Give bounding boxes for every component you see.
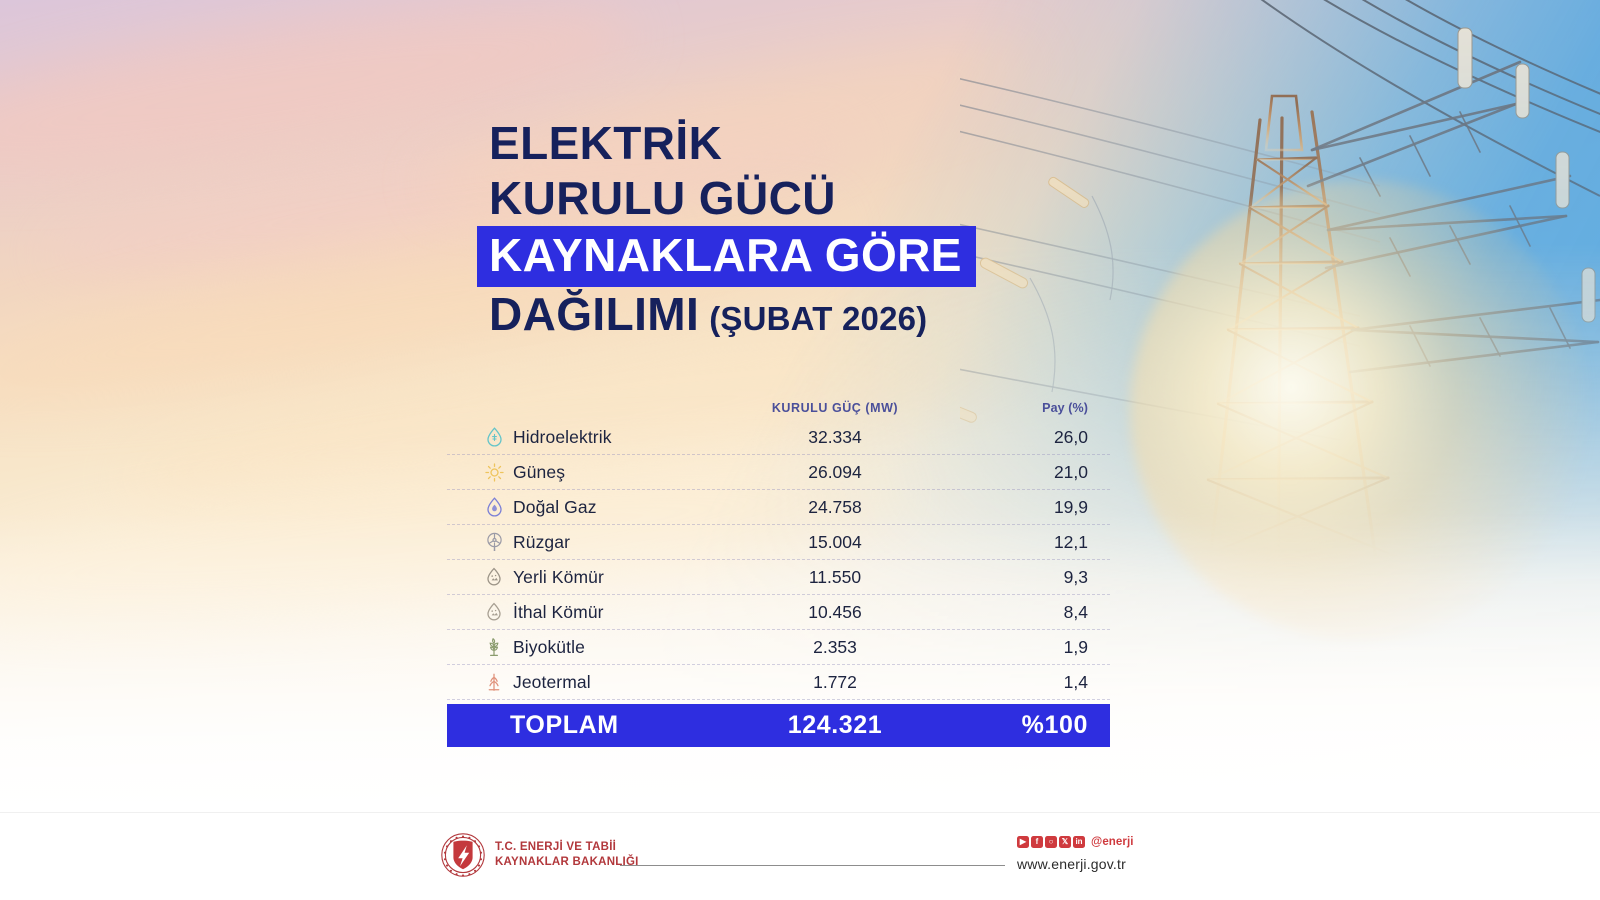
cell-source: Hidroelektrik <box>484 426 719 448</box>
ministry-line-1: T.C. ENERJİ VE TABİİ <box>495 841 617 853</box>
source-name: Jeotermal <box>513 671 591 692</box>
table-row[interactable]: İthal Kömür 10.456 8,4 <box>447 595 1110 630</box>
cell-power: 26.094 <box>808 461 862 482</box>
source-name: Rüzgar <box>513 531 571 552</box>
facebook-icon[interactable]: f <box>1031 836 1043 848</box>
cell-share: 21,0 <box>1053 461 1088 482</box>
gas-flame-icon <box>484 496 504 518</box>
youtube-icon[interactable]: ▶ <box>1017 836 1029 848</box>
cell-source: Jeotermal <box>484 671 719 693</box>
cell-power: 32.334 <box>808 426 862 447</box>
table-row[interactable]: Hidroelektrik 32.334 26,0 <box>447 420 1110 455</box>
cell-share: 1,4 <box>1063 671 1088 692</box>
title-line-2: KURULU GÜCÜ <box>489 172 836 224</box>
ministry-seal-icon <box>441 833 485 877</box>
cell-power: 24.758 <box>808 496 862 517</box>
cell-source: İthal Kömür <box>484 601 719 623</box>
title-line-1: ELEKTRİK <box>489 117 723 169</box>
cell-share: 8,4 <box>1063 601 1088 622</box>
cell-source: Biyokütle <box>484 636 719 658</box>
ministry-line-2: KAYNAKLAR BAKANLIĞI <box>495 856 639 868</box>
cell-source: Rüzgar <box>484 531 719 553</box>
table-row[interactable]: Güneş 26.094 21,0 <box>447 455 1110 490</box>
instagram-icon[interactable]: ○ <box>1045 836 1057 848</box>
sun-icon <box>484 461 504 483</box>
source-name: Biyokütle <box>513 636 585 657</box>
coal-icon <box>484 601 504 623</box>
footer: T.C. ENERJİ VE TABİİ KAYNAKLAR BAKANLIĞI… <box>0 812 1600 900</box>
title-line-4-wrapper: DAĞILIMI (ŞUBAT 2026) <box>489 287 1129 346</box>
header-cell-power: KURULU GÜÇ (MW) <box>719 399 951 417</box>
source-name: Hidroelektrik <box>513 426 612 447</box>
cell-share: 1,9 <box>1063 636 1088 657</box>
cell-power: 10.456 <box>808 601 862 622</box>
cell-power: 1.772 <box>813 671 857 692</box>
cell-share: 26,0 <box>1053 426 1088 447</box>
header-share-label: Pay (%) <box>1042 401 1088 415</box>
table-row[interactable]: Rüzgar 15.004 12,1 <box>447 525 1110 560</box>
social-handle: @enerji <box>1091 836 1134 848</box>
wind-turbine-icon <box>484 531 504 553</box>
total-share: %100 <box>1021 711 1088 739</box>
coal-icon <box>484 566 504 588</box>
table-row[interactable]: Yerli Kömür 11.550 9,3 <box>447 560 1110 595</box>
source-name: Yerli Kömür <box>513 566 604 587</box>
cell-source: Güneş <box>484 461 719 483</box>
page-title: ELEKTRİK KURULU GÜCÜ KAYNAKLARA GÖRE DAĞ… <box>477 116 1129 346</box>
background-photo <box>0 0 1600 812</box>
geothermal-icon <box>484 671 504 693</box>
table-row[interactable]: Biyokütle 2.353 1,9 <box>447 630 1110 665</box>
source-name: Güneş <box>513 461 566 482</box>
cell-source: Yerli Kömür <box>484 566 719 588</box>
title-line-3-wrapper: KAYNAKLARA GÖRE <box>477 226 1129 287</box>
water-drop-icon <box>484 426 504 448</box>
total-row: TOPLAM 124.321 %100 <box>447 704 1110 747</box>
resources-table: KURULU GÜÇ (MW) Pay (%) Hidroelektrik 32… <box>447 396 1110 747</box>
biomass-icon <box>484 636 504 658</box>
table-row[interactable]: Doğal Gaz 24.758 19,9 <box>447 490 1110 525</box>
bottom-haze <box>0 512 1600 812</box>
footer-rule <box>620 865 1005 866</box>
ministry-name: T.C. ENERJİ VE TABİİ KAYNAKLAR BAKANLIĞI <box>495 840 639 870</box>
table-header-row: KURULU GÜÇ (MW) Pay (%) <box>447 396 1110 420</box>
cell-power: 2.353 <box>813 636 857 657</box>
cell-share: 19,9 <box>1053 496 1088 517</box>
cell-power: 11.550 <box>808 566 862 587</box>
footer-inner: T.C. ENERJİ VE TABİİ KAYNAKLAR BAKANLIĞI… <box>0 812 1600 900</box>
cell-share: 9,3 <box>1063 566 1088 587</box>
title-line-4: DAĞILIMI <box>489 288 700 340</box>
table-row[interactable]: Jeotermal 1.772 1,4 <box>447 665 1110 700</box>
cell-source: Doğal Gaz <box>484 496 719 518</box>
x-twitter-icon[interactable]: 𝕏 <box>1059 836 1071 848</box>
linkedin-icon[interactable]: in <box>1073 836 1085 848</box>
header-cell-share: Pay (%) <box>951 399 1088 417</box>
header-power-label: KURULU GÜÇ (MW) <box>771 401 899 415</box>
source-name: Doğal Gaz <box>513 496 597 517</box>
ministry-logo[interactable]: T.C. ENERJİ VE TABİİ KAYNAKLAR BAKANLIĞI <box>440 832 639 878</box>
title-period: (ŞUBAT 2026) <box>709 300 928 337</box>
title-highlight: KAYNAKLARA GÖRE <box>477 226 976 287</box>
cell-share: 12,1 <box>1053 531 1088 552</box>
website-url[interactable]: www.enerji.gov.tr <box>1017 856 1126 872</box>
cell-power: 15.004 <box>808 531 862 552</box>
social-links[interactable]: ▶ f ○ 𝕏 in @enerji <box>1017 836 1134 848</box>
source-name: İthal Kömür <box>513 601 604 622</box>
footer-divider <box>0 812 1600 813</box>
total-power: 124.321 <box>787 711 883 739</box>
total-label: TOPLAM <box>510 711 619 739</box>
